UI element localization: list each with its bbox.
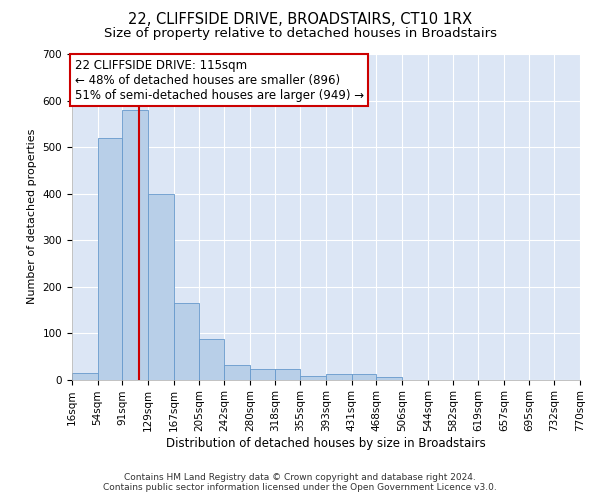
Bar	[250, 370, 275, 380]
Bar	[148, 194, 173, 380]
Text: 22, CLIFFSIDE DRIVE, BROADSTAIRS, CT10 1RX: 22, CLIFFSIDE DRIVE, BROADSTAIRS, CT10 1…	[128, 12, 472, 28]
Bar	[352, 374, 376, 380]
Bar	[224, 364, 250, 380]
Bar	[326, 374, 352, 380]
Bar	[376, 378, 402, 380]
Bar	[173, 303, 199, 380]
Text: Size of property relative to detached houses in Broadstairs: Size of property relative to detached ho…	[104, 28, 497, 40]
Bar	[122, 110, 148, 380]
Y-axis label: Number of detached properties: Number of detached properties	[27, 129, 37, 304]
Bar	[301, 376, 326, 380]
Text: Contains HM Land Registry data © Crown copyright and database right 2024.
Contai: Contains HM Land Registry data © Crown c…	[103, 473, 497, 492]
Bar	[98, 138, 122, 380]
Bar	[275, 370, 301, 380]
Bar	[72, 372, 98, 380]
Text: 22 CLIFFSIDE DRIVE: 115sqm
← 48% of detached houses are smaller (896)
51% of sem: 22 CLIFFSIDE DRIVE: 115sqm ← 48% of deta…	[74, 58, 364, 102]
X-axis label: Distribution of detached houses by size in Broadstairs: Distribution of detached houses by size …	[166, 437, 486, 450]
Bar	[199, 338, 224, 380]
